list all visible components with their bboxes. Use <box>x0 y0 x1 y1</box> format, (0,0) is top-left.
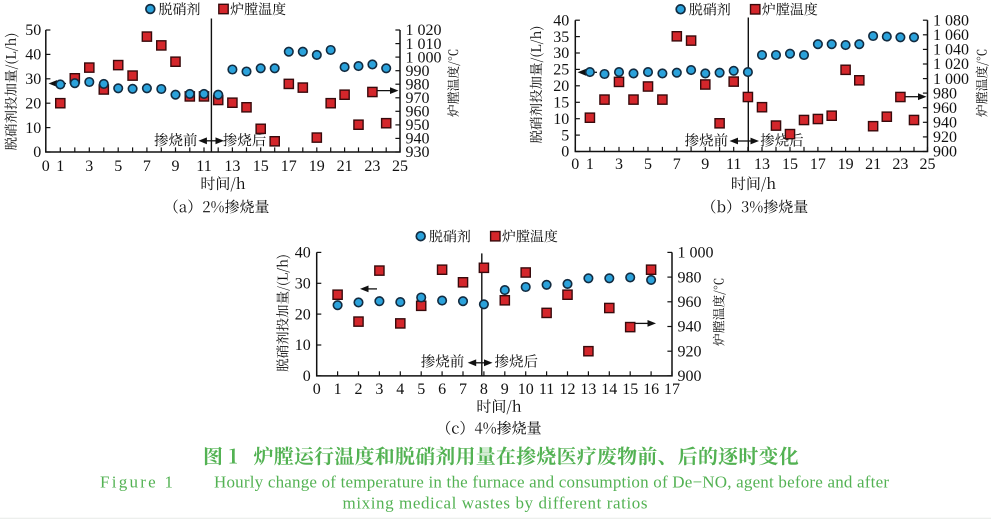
svg-text:20: 20 <box>295 306 311 323</box>
svg-text:25: 25 <box>392 158 408 175</box>
svg-text:990: 990 <box>406 63 430 80</box>
svg-text:0: 0 <box>303 368 311 385</box>
svg-text:8: 8 <box>480 381 488 398</box>
svg-text:4: 4 <box>396 381 404 398</box>
svg-text:5: 5 <box>114 158 122 175</box>
svg-text:900: 900 <box>678 368 702 385</box>
svg-text:11: 11 <box>196 158 211 175</box>
svg-text:25: 25 <box>920 156 936 173</box>
svg-text:0: 0 <box>33 144 41 161</box>
svg-text:1 000: 1 000 <box>933 71 969 88</box>
svg-text:7: 7 <box>459 381 467 398</box>
svg-text:0: 0 <box>561 144 569 161</box>
svg-text:Figure 1: Figure 1 <box>100 473 173 492</box>
svg-text:980: 980 <box>406 76 430 93</box>
svg-text:mixing medical wastes by diffe: mixing medical wastes by different ratio… <box>343 494 648 513</box>
svg-text:20: 20 <box>25 95 41 112</box>
svg-text:2: 2 <box>355 381 363 398</box>
svg-text:35: 35 <box>553 29 569 46</box>
svg-text:960: 960 <box>933 100 957 117</box>
svg-text:20: 20 <box>553 78 569 95</box>
svg-text:9: 9 <box>701 156 709 173</box>
svg-text:23: 23 <box>364 158 380 175</box>
svg-text:10: 10 <box>25 120 41 137</box>
svg-text:40: 40 <box>553 12 569 29</box>
svg-text:6: 6 <box>438 381 446 398</box>
svg-text:21: 21 <box>337 158 353 175</box>
svg-text:15: 15 <box>782 156 798 173</box>
svg-text:25: 25 <box>553 62 569 79</box>
svg-text:7: 7 <box>673 156 681 173</box>
svg-text:960: 960 <box>678 294 702 311</box>
svg-text:1: 1 <box>56 158 64 175</box>
svg-text:950: 950 <box>406 117 430 134</box>
svg-text:14: 14 <box>601 381 617 398</box>
svg-text:10: 10 <box>518 381 534 398</box>
svg-text:15: 15 <box>553 95 569 112</box>
svg-text:13: 13 <box>754 156 770 173</box>
svg-text:1 000: 1 000 <box>406 49 442 66</box>
svg-text:13: 13 <box>224 158 240 175</box>
svg-text:940: 940 <box>933 115 957 132</box>
svg-text:920: 920 <box>678 343 702 360</box>
svg-text:0: 0 <box>571 156 579 173</box>
svg-text:9: 9 <box>172 158 180 175</box>
svg-text:1 080: 1 080 <box>933 12 969 29</box>
svg-text:5: 5 <box>417 381 425 398</box>
svg-text:21: 21 <box>865 156 881 173</box>
svg-text:17: 17 <box>664 381 680 398</box>
svg-text:930: 930 <box>406 144 430 161</box>
svg-text:40: 40 <box>295 245 311 262</box>
svg-text:1 040: 1 040 <box>933 42 969 59</box>
svg-text:3: 3 <box>375 381 383 398</box>
svg-text:11: 11 <box>726 156 741 173</box>
svg-text:19: 19 <box>838 156 854 173</box>
svg-text:17: 17 <box>810 156 826 173</box>
svg-text:5: 5 <box>561 127 569 144</box>
svg-text:40: 40 <box>25 47 41 64</box>
svg-text:1: 1 <box>334 381 342 398</box>
svg-text:10: 10 <box>553 111 569 128</box>
svg-text:1 060: 1 060 <box>933 27 969 44</box>
svg-text:0: 0 <box>42 158 50 175</box>
svg-text:1 010: 1 010 <box>406 36 442 53</box>
svg-text:11: 11 <box>539 381 554 398</box>
svg-text:940: 940 <box>678 319 702 336</box>
svg-text:1: 1 <box>586 156 594 173</box>
svg-text:980: 980 <box>933 85 957 102</box>
svg-text:16: 16 <box>643 381 659 398</box>
svg-text:7: 7 <box>143 158 151 175</box>
svg-text:30: 30 <box>25 71 41 88</box>
svg-text:970: 970 <box>406 90 430 107</box>
svg-text:0: 0 <box>313 381 321 398</box>
svg-text:15: 15 <box>253 158 269 175</box>
svg-text:960: 960 <box>406 104 430 121</box>
svg-text:Hourly change of temperature i: Hourly change of temperature in the furn… <box>214 473 889 492</box>
svg-text:15: 15 <box>622 381 638 398</box>
svg-text:5: 5 <box>644 156 652 173</box>
svg-text:13: 13 <box>580 381 596 398</box>
svg-text:12: 12 <box>560 381 576 398</box>
svg-text:900: 900 <box>933 144 957 161</box>
svg-text:30: 30 <box>295 276 311 293</box>
svg-text:9: 9 <box>501 381 509 398</box>
svg-text:980: 980 <box>678 269 702 286</box>
svg-text:10: 10 <box>295 337 311 354</box>
svg-text:17: 17 <box>281 158 297 175</box>
svg-text:940: 940 <box>406 131 430 148</box>
svg-text:50: 50 <box>25 22 41 39</box>
svg-text:3: 3 <box>615 156 623 173</box>
svg-text:1 020: 1 020 <box>933 56 969 73</box>
svg-text:19: 19 <box>309 158 325 175</box>
svg-text:3: 3 <box>85 158 93 175</box>
svg-text:23: 23 <box>892 156 908 173</box>
svg-text:30: 30 <box>553 45 569 62</box>
svg-text:1 020: 1 020 <box>406 22 442 39</box>
svg-text:1 000: 1 000 <box>678 245 714 262</box>
svg-text:920: 920 <box>933 129 957 146</box>
